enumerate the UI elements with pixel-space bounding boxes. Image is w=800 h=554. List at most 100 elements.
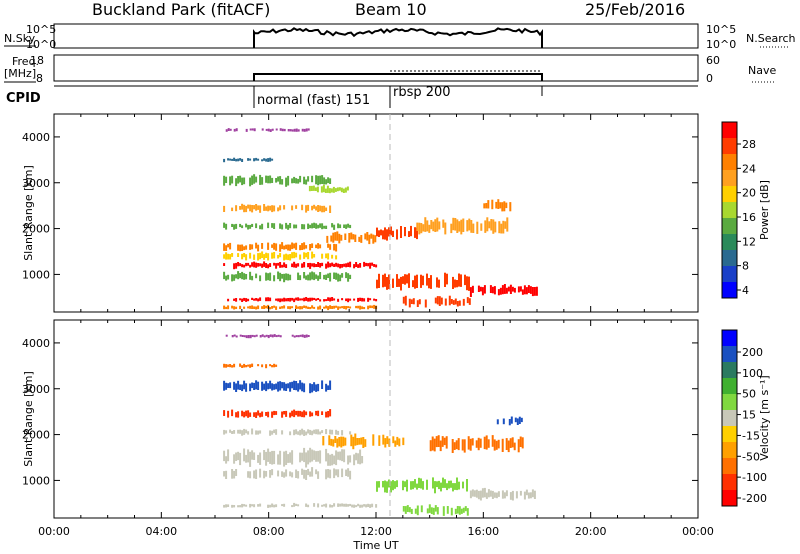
data-speckle <box>261 243 264 249</box>
data-speckle <box>293 335 296 338</box>
data-speckle <box>313 204 316 209</box>
data-speckle <box>355 305 358 309</box>
data-speckle <box>239 384 242 390</box>
data-speckle <box>334 232 337 241</box>
data-speckle <box>345 263 348 268</box>
data-speckle <box>233 470 236 479</box>
data-speckle <box>225 364 228 368</box>
colorbar-swatch <box>722 202 737 219</box>
data-speckle <box>443 437 446 446</box>
data-speckle <box>450 480 452 488</box>
data-speckle <box>373 298 376 301</box>
data-speckle <box>327 253 330 260</box>
data-speckle <box>456 280 458 288</box>
data-speckle <box>251 175 254 185</box>
data-speckle <box>305 179 308 185</box>
data-speckle <box>307 223 310 229</box>
data-speckle <box>347 468 350 477</box>
data-speckle <box>416 274 418 288</box>
data-speckle <box>271 503 274 508</box>
data-speckle <box>345 469 348 476</box>
data-speckle <box>424 217 427 232</box>
data-speckle <box>241 225 244 229</box>
data-speckle <box>241 365 244 368</box>
data-speckle <box>263 383 266 390</box>
data-speckle <box>325 225 328 229</box>
data-speckle <box>249 158 252 161</box>
data-speckle <box>283 411 286 415</box>
colorbar-tick-label: 28 <box>742 138 756 151</box>
data-speckle <box>458 300 461 306</box>
data-speckle <box>420 505 423 513</box>
data-speckle <box>481 287 484 296</box>
data-speckle <box>319 205 322 212</box>
data-speckle <box>249 244 252 250</box>
data-speckle <box>259 205 262 213</box>
data-speckle <box>432 477 434 489</box>
data-speckle <box>251 504 254 507</box>
data-speckle <box>291 472 294 478</box>
data-speckle <box>408 231 410 237</box>
data-speckle <box>388 227 390 237</box>
data-speckle <box>233 363 236 368</box>
data-speckle <box>467 436 470 450</box>
data-speckle <box>531 489 534 498</box>
data-speckle <box>261 128 264 131</box>
data-speckle <box>311 297 314 301</box>
data-speckle <box>323 504 326 507</box>
data-speckle <box>283 273 286 283</box>
data-speckle <box>497 439 500 449</box>
data-speckle <box>291 410 294 417</box>
data-speckle <box>269 157 272 162</box>
data-speckle <box>329 305 332 309</box>
data-speckle <box>273 410 276 416</box>
data-speckle <box>378 481 380 488</box>
data-speckle <box>347 298 350 303</box>
data-speckle <box>319 431 322 435</box>
data-speckle <box>231 305 234 309</box>
data-speckle <box>289 306 292 310</box>
data-speckle <box>257 158 260 161</box>
y-tick-label: 2000 <box>22 223 50 236</box>
data-speckle <box>299 275 302 281</box>
data-speckle <box>303 272 306 279</box>
data-speckle <box>261 364 264 368</box>
data-speckle <box>357 264 360 268</box>
data-speckle <box>462 298 465 306</box>
x-tick-label: 12:00 <box>360 525 392 538</box>
data-speckle <box>400 276 402 291</box>
data-speckle <box>368 234 371 245</box>
data-speckle <box>297 335 300 338</box>
data-speckle <box>359 305 362 310</box>
data-speckle <box>283 472 286 478</box>
data-speckle <box>279 176 282 185</box>
data-speckle <box>322 436 325 446</box>
power-panel: 1000 2000 3000 4000 Slant Range [km] <box>22 113 699 313</box>
data-speckle <box>438 279 440 288</box>
data-speckle <box>223 254 226 259</box>
data-speckle <box>313 382 316 391</box>
data-speckle <box>237 271 240 280</box>
data-speckle <box>329 205 332 213</box>
data-speckle <box>315 264 318 267</box>
data-speckle <box>338 187 341 191</box>
data-speckle <box>384 227 386 240</box>
data-speckle <box>495 492 498 499</box>
data-speckle <box>225 129 228 132</box>
data-speckle <box>363 504 366 507</box>
data-speckle <box>431 436 434 451</box>
data-speckle <box>309 411 312 417</box>
data-speckle <box>376 227 378 237</box>
data-speckle <box>451 439 454 453</box>
data-speckle <box>287 175 290 186</box>
data-speckle <box>320 186 323 193</box>
power-colorbar-frame <box>721 121 738 299</box>
data-speckle <box>408 298 411 308</box>
data-speckle <box>322 184 325 193</box>
x-tick-label: 20:00 <box>575 525 607 538</box>
data-speckle <box>301 428 304 435</box>
data-speckle <box>301 263 304 268</box>
data-speckle <box>334 436 337 443</box>
data-speckle <box>243 411 246 418</box>
data-speckle <box>432 507 435 515</box>
